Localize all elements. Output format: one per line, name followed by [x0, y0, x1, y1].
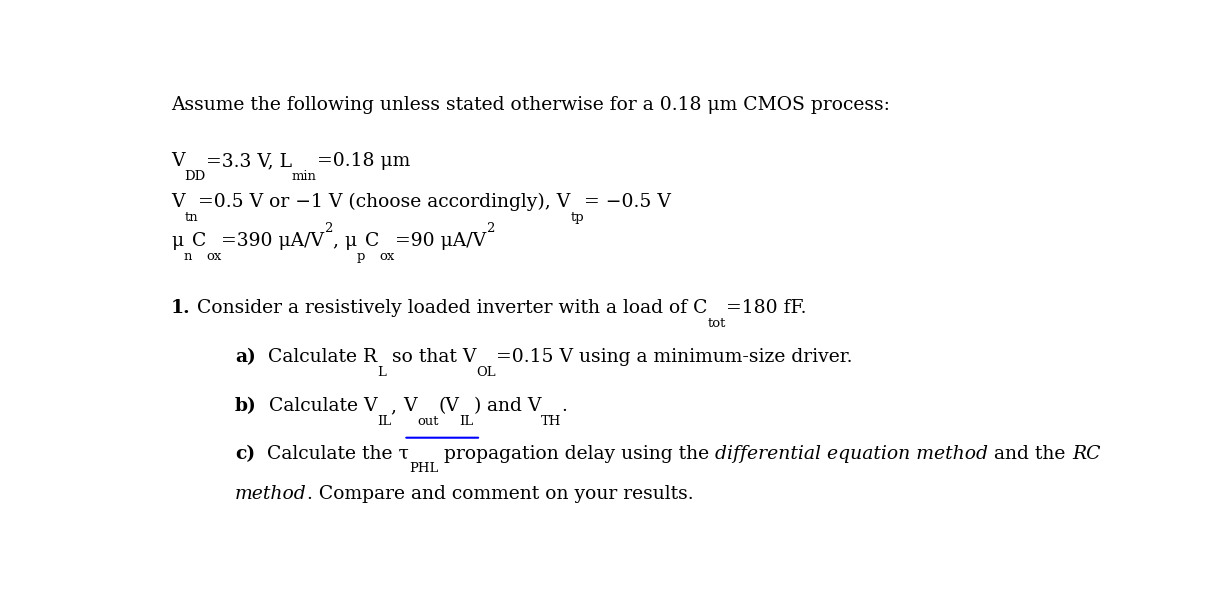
Text: = −0.5 V: = −0.5 V: [583, 193, 671, 212]
Text: and the: and the: [988, 444, 1072, 463]
Text: , μ: , μ: [332, 232, 357, 250]
Text: p: p: [357, 250, 366, 263]
Text: out: out: [417, 415, 438, 428]
Text: 1.: 1.: [171, 299, 191, 317]
Text: min: min: [292, 170, 316, 183]
Text: OL: OL: [476, 366, 496, 379]
Text: differential equation method: differential equation method: [715, 444, 988, 463]
Text: =90 μA/V: =90 μA/V: [395, 232, 486, 250]
Text: =0.18 μm: =0.18 μm: [316, 152, 410, 170]
Text: ox: ox: [379, 250, 395, 263]
Text: V: V: [171, 152, 185, 170]
Text: =3.3 V, L: =3.3 V, L: [206, 152, 292, 170]
Text: method: method: [235, 485, 307, 503]
Text: and V: and V: [481, 397, 542, 415]
Text: Calculate V: Calculate V: [257, 397, 377, 415]
Text: V: V: [404, 397, 417, 415]
Text: C: C: [192, 232, 206, 250]
Text: tp: tp: [570, 211, 583, 224]
Text: . Compare and comment on your results.: . Compare and comment on your results.: [307, 485, 693, 503]
Text: ,: ,: [391, 397, 404, 415]
Text: (V: (V: [438, 397, 459, 415]
Text: =180 fF.: =180 fF.: [725, 299, 806, 317]
Text: RC: RC: [1072, 444, 1101, 463]
Text: 2: 2: [324, 222, 332, 235]
Text: DD: DD: [185, 170, 206, 183]
Text: a): a): [235, 348, 256, 366]
Text: IL: IL: [459, 415, 474, 428]
Text: C: C: [366, 232, 379, 250]
Text: V: V: [171, 193, 185, 212]
Text: PHL: PHL: [409, 462, 438, 475]
Text: ): ): [474, 397, 481, 415]
Text: n: n: [183, 250, 192, 263]
Text: .: .: [561, 397, 567, 415]
Text: so that V: so that V: [385, 348, 476, 366]
Text: Calculate R: Calculate R: [256, 348, 377, 366]
Text: b): b): [235, 397, 257, 415]
Text: ox: ox: [206, 250, 222, 263]
Text: =0.15 V using a minimum-size driver.: =0.15 V using a minimum-size driver.: [496, 348, 852, 366]
Text: TH: TH: [542, 415, 561, 428]
Text: L: L: [377, 366, 385, 379]
Text: IL: IL: [377, 415, 391, 428]
Text: =390 μA/V: =390 μA/V: [222, 232, 324, 250]
Text: propagation delay using the: propagation delay using the: [438, 444, 715, 463]
Text: tot: tot: [707, 317, 725, 330]
Text: tn: tn: [185, 211, 198, 224]
Text: Assume the following unless stated otherwise for a 0.18 μm CMOS process:: Assume the following unless stated other…: [171, 96, 890, 113]
Text: c): c): [235, 444, 255, 463]
Text: Consider a resistively loaded inverter with a load of C: Consider a resistively loaded inverter w…: [191, 299, 707, 317]
Text: μ: μ: [171, 232, 183, 250]
Text: 2: 2: [486, 222, 494, 235]
Text: Calculate the τ: Calculate the τ: [255, 444, 409, 463]
Text: =0.5 V or −1 V (choose accordingly), V: =0.5 V or −1 V (choose accordingly), V: [198, 193, 570, 212]
